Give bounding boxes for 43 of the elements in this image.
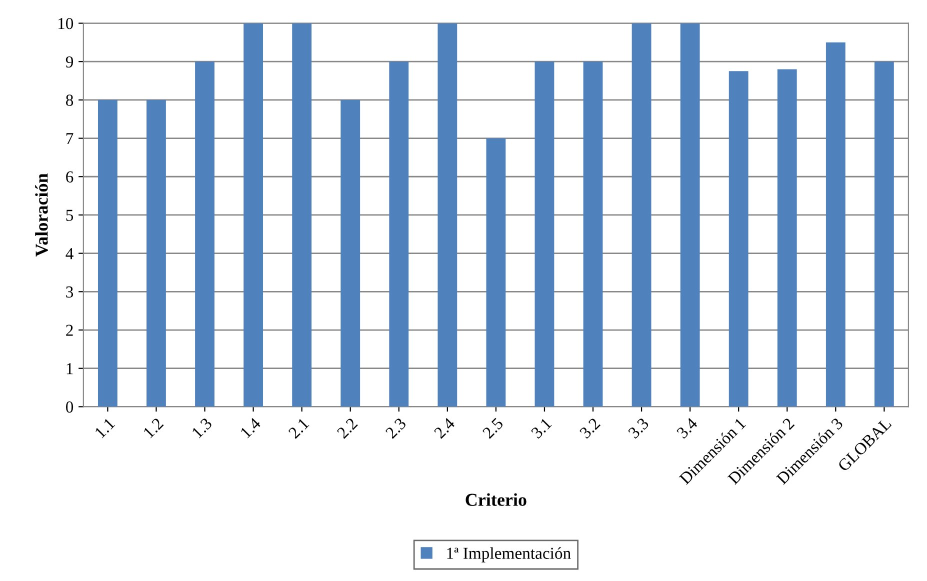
x-tick-label: 2.5: [482, 417, 504, 439]
bar: [98, 100, 118, 407]
bar: [728, 71, 748, 407]
x-tick-label: 2.4: [434, 416, 456, 439]
y-tick-label: 3: [66, 286, 74, 298]
x-tick-label: 1.4: [240, 417, 262, 438]
bar: [486, 138, 506, 407]
bar: [146, 100, 166, 407]
bar: [534, 62, 554, 407]
y-tick-label: 6: [66, 171, 74, 183]
legend-label: 1ª Implementación: [447, 547, 571, 562]
y-tick-label: 10: [58, 18, 74, 30]
x-tick-label: 1.2: [142, 417, 164, 438]
y-tick-label: 2: [66, 324, 73, 336]
y-tick-label: 8: [66, 94, 74, 106]
x-axis-title: Criterio: [466, 493, 526, 506]
bar: [874, 62, 894, 407]
y-tick-label: 0: [66, 401, 74, 413]
y-tick-label: 9: [66, 56, 74, 68]
x-tick-label: 2.2: [336, 417, 358, 439]
y-axis-title: Valoración: [35, 173, 48, 257]
y-tick-label: 7: [66, 133, 74, 144]
bar: [244, 23, 263, 407]
y-tick-label: 1: [66, 363, 73, 374]
bar: [340, 100, 360, 407]
bar: [680, 23, 700, 407]
y-tick-label: 5: [66, 210, 74, 221]
bar: [583, 62, 603, 407]
x-tick-label: 1.3: [191, 417, 213, 438]
bar: [826, 42, 846, 407]
bar: [389, 62, 409, 407]
x-tick-label: 2.3: [385, 417, 407, 439]
x-tick-label: 2.1: [288, 418, 310, 439]
bar: [292, 23, 312, 407]
bar: [195, 62, 214, 407]
x-tick-label: 3.3: [628, 417, 650, 439]
x-tick-label: 3.1: [530, 418, 552, 439]
x-tick-label: 3.2: [579, 417, 601, 439]
bar: [438, 23, 458, 407]
x-tick-label: 1.1: [94, 418, 116, 438]
bar: [777, 69, 797, 407]
bar: [632, 23, 652, 407]
y-tick-label: 4: [66, 248, 74, 260]
